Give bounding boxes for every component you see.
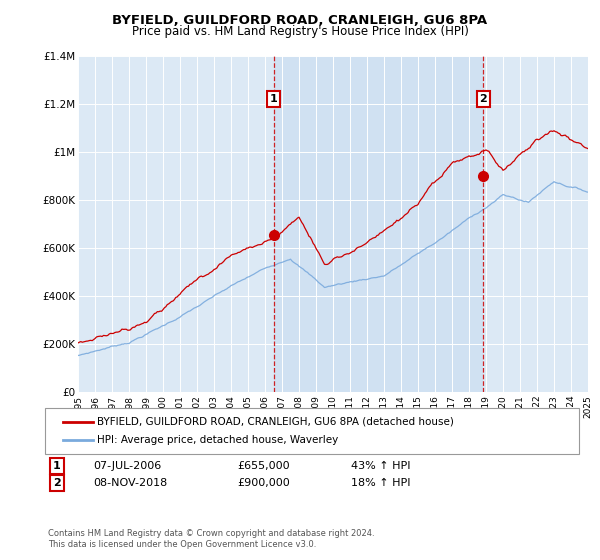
Text: Price paid vs. HM Land Registry's House Price Index (HPI): Price paid vs. HM Land Registry's House … xyxy=(131,25,469,38)
Text: BYFIELD, GUILDFORD ROAD, CRANLEIGH, GU6 8PA: BYFIELD, GUILDFORD ROAD, CRANLEIGH, GU6 … xyxy=(112,14,488,27)
Text: 1: 1 xyxy=(53,461,61,471)
Text: Contains HM Land Registry data © Crown copyright and database right 2024.
This d: Contains HM Land Registry data © Crown c… xyxy=(48,529,374,549)
Text: 08-NOV-2018: 08-NOV-2018 xyxy=(93,478,167,488)
Text: 43% ↑ HPI: 43% ↑ HPI xyxy=(351,461,410,471)
Text: £900,000: £900,000 xyxy=(237,478,290,488)
Text: 2: 2 xyxy=(53,478,61,488)
Text: 1: 1 xyxy=(270,94,278,104)
Text: 18% ↑ HPI: 18% ↑ HPI xyxy=(351,478,410,488)
Text: HPI: Average price, detached house, Waverley: HPI: Average price, detached house, Wave… xyxy=(97,435,338,445)
Text: 2: 2 xyxy=(479,94,487,104)
Text: £655,000: £655,000 xyxy=(237,461,290,471)
Text: 07-JUL-2006: 07-JUL-2006 xyxy=(93,461,161,471)
Bar xyxy=(274,56,484,392)
Text: BYFIELD, GUILDFORD ROAD, CRANLEIGH, GU6 8PA (detached house): BYFIELD, GUILDFORD ROAD, CRANLEIGH, GU6 … xyxy=(97,417,454,427)
